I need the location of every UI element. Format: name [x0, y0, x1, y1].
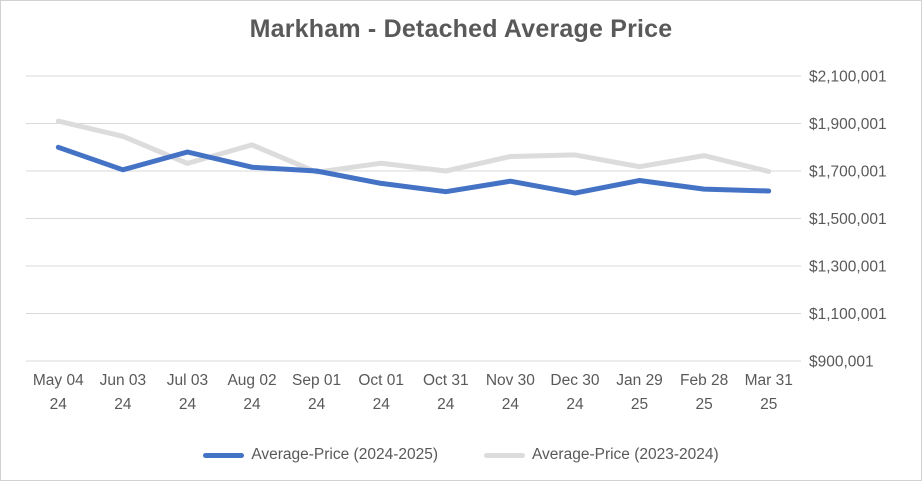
legend-line-swatch: [484, 452, 525, 458]
legend-item-0[interactable]: Average-Price (2024-2025): [203, 446, 438, 464]
x-axis-tick-label: Jul 03 24: [167, 372, 208, 413]
x-axis-tick-label: Aug 02 24: [227, 372, 276, 413]
x-axis-tick-label: Jan 29 25: [616, 372, 663, 413]
x-axis-tick-label: Oct 01 24: [358, 372, 404, 413]
plot-area: $2,100,001 $1,900,001 $1,700,001 $1,500,001…: [26, 68, 887, 413]
x-axis-tick-label: Nov 30 24: [486, 372, 535, 413]
legend-line-swatch: [203, 452, 245, 458]
legend-label: Average-Price (2023-2024): [532, 446, 719, 463]
series-line--2024-2025: [55, 144, 772, 196]
y-axis-tick-label: $1,500,001: [809, 211, 887, 228]
x-axis-tick-label: Oct 31 24: [423, 372, 469, 413]
x-axis-tick-label: Dec 30 24: [550, 372, 599, 413]
chart-title: Markham - Detached Average Price: [249, 15, 673, 43]
y-axis-tick-label: $1,700,001: [809, 163, 887, 180]
legend: Average-Price (2024-2025) Average-Price (…: [1, 446, 921, 464]
y-axis-tick-label: $1,300,001: [809, 258, 887, 275]
y-axis-tick-label: $900,001: [809, 353, 874, 370]
y-axis-tick-label: $1,100,001: [809, 306, 887, 323]
series-line--2023-2024: [55, 118, 772, 175]
y-axis-tick-label: $1,900,001: [809, 116, 887, 133]
x-axis-tick-label: Jun 03 24: [100, 372, 147, 413]
x-axis-tick-label: Feb 28 25: [680, 372, 728, 413]
y-axis-tick-label: $2,100,001: [809, 68, 887, 85]
legend-item-1[interactable]: Average-Price (2023-2024): [484, 446, 719, 464]
x-axis-tick-label: May 04 24: [33, 372, 84, 413]
legend-label: Average-Price (2024-2025): [251, 446, 438, 463]
x-axis-tick-label: Mar 31 25: [745, 372, 793, 413]
x-axis-tick-label: Sep 01 24: [292, 372, 341, 413]
